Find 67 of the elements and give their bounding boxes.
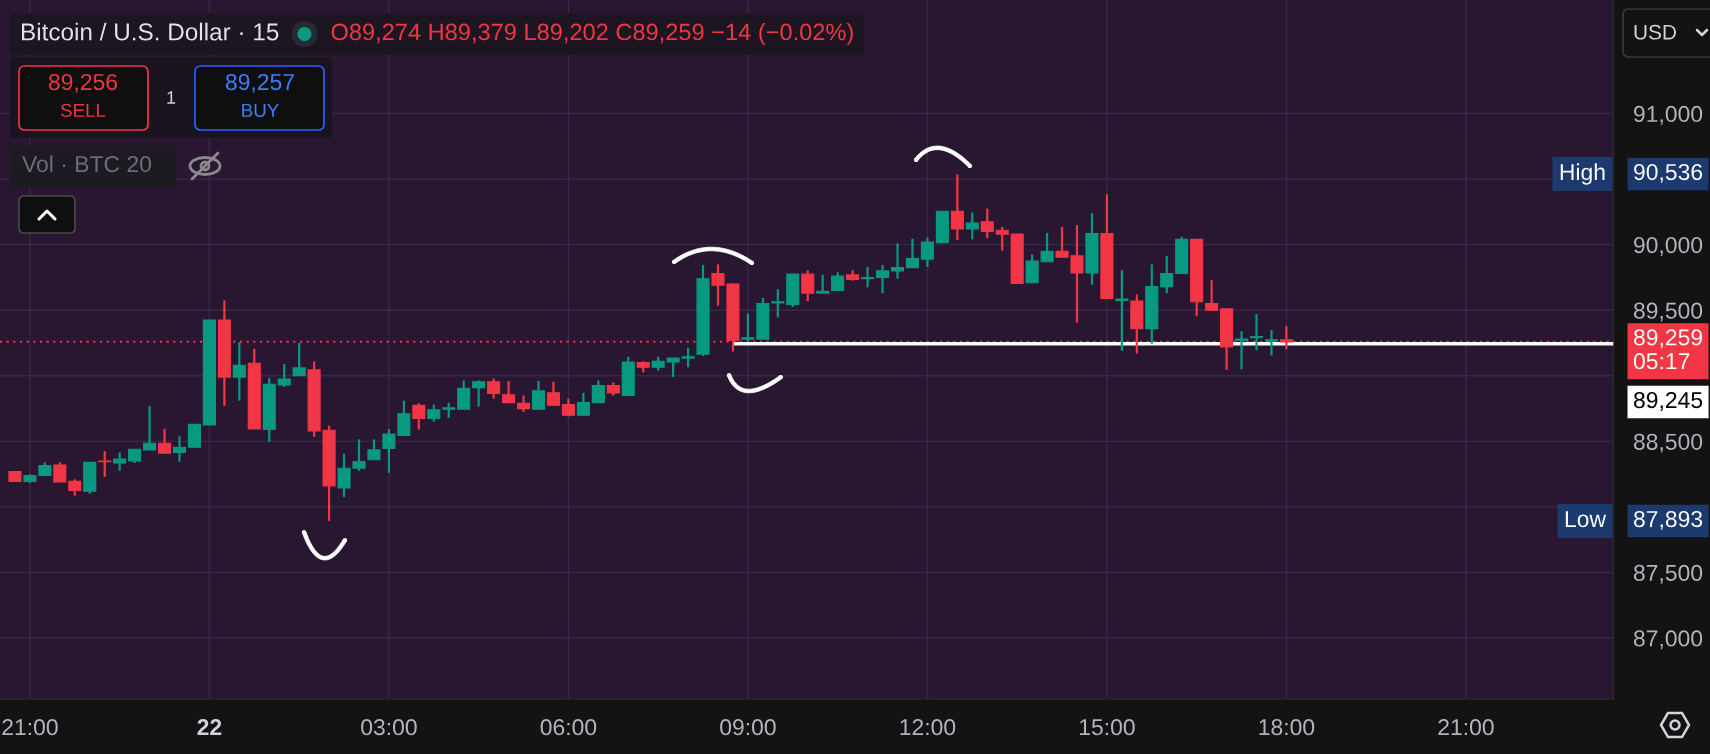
candlestick bbox=[1115, 269, 1129, 352]
text: USD bbox=[1634, 24, 1676, 40]
text: 90,536 bbox=[1634, 163, 1703, 183]
annotation: High bbox=[1560, 163, 1605, 185]
text: O89,274 H89,379 L89,202 C89,259 −14 (−0.02%) bbox=[331, 23, 853, 45]
y-tick-label: 89,500 bbox=[1633, 302, 1703, 322]
candlestick bbox=[157, 427, 172, 455]
data-label: 89,245 bbox=[1634, 391, 1703, 411]
candlestick bbox=[920, 236, 934, 269]
candlestick bbox=[292, 341, 306, 377]
candlestick bbox=[1160, 254, 1174, 295]
x-tick-label: 21:00 bbox=[1438, 719, 1494, 736]
candlestick bbox=[277, 362, 291, 389]
x-tick-label: 21:00 bbox=[2, 719, 58, 736]
candlestick bbox=[472, 379, 486, 408]
annotation: 89,256 bbox=[48, 73, 118, 93]
candlestick bbox=[487, 377, 501, 400]
candlestick bbox=[816, 273, 830, 295]
candlestick bbox=[980, 207, 994, 240]
y-tick-label: 91,000 bbox=[1634, 105, 1703, 125]
candlestick bbox=[576, 391, 590, 417]
candlestick bbox=[113, 451, 127, 472]
candlestick bbox=[875, 263, 890, 295]
candlestick bbox=[995, 225, 1009, 252]
x-tick-label: 15:00 bbox=[1079, 719, 1135, 736]
annotation: Low bbox=[1565, 511, 1607, 528]
candlestick bbox=[905, 237, 920, 269]
text: 87,893 bbox=[1634, 510, 1703, 530]
x-tick-label: 18:00 bbox=[1259, 719, 1315, 736]
y-tick-label: 87,500 bbox=[1633, 564, 1703, 584]
y-tick-label: 88,500 bbox=[1633, 433, 1703, 453]
candlestick bbox=[1264, 328, 1279, 357]
candlestick bbox=[801, 269, 815, 303]
candlestick bbox=[412, 402, 426, 431]
candlestick bbox=[890, 242, 905, 280]
candlestick bbox=[98, 450, 112, 478]
annotation: 1 bbox=[167, 91, 176, 104]
y-tick-label: 87,000 bbox=[1633, 630, 1703, 650]
candlestick bbox=[950, 173, 964, 242]
annotation: SELL bbox=[60, 103, 106, 118]
annotation: BUY bbox=[242, 103, 279, 118]
candlestick bbox=[53, 461, 67, 484]
candlestick bbox=[831, 271, 845, 292]
annotation: Vol · BTC 20 bbox=[22, 155, 152, 173]
candlestick bbox=[143, 404, 157, 451]
annotation: 89,257 bbox=[225, 73, 294, 93]
x-tick-label: 03:00 bbox=[361, 719, 417, 736]
candlestick bbox=[367, 438, 381, 461]
candlestick bbox=[172, 434, 187, 463]
text: Bitcoin / U.S. Dollar · 15 bbox=[21, 22, 279, 41]
candlestick bbox=[457, 379, 471, 411]
ref-line-label: 89,259 05:17 bbox=[1633, 329, 1703, 370]
candlestick bbox=[1205, 278, 1219, 312]
candlestick bbox=[516, 394, 531, 413]
candlestick bbox=[1234, 330, 1249, 371]
candlestick bbox=[965, 211, 979, 241]
x-tick-label: 09:00 bbox=[720, 719, 776, 736]
x-tick-label: 12:00 bbox=[900, 719, 956, 736]
x-tick-label: 22 bbox=[197, 719, 222, 736]
candlestick bbox=[531, 379, 546, 411]
candlestick bbox=[502, 379, 516, 404]
candlestick bbox=[591, 379, 605, 404]
candlestick bbox=[187, 423, 202, 449]
candlestick bbox=[546, 380, 561, 408]
candlestick bbox=[232, 341, 246, 402]
y-tick-label: 90,000 bbox=[1634, 236, 1703, 256]
x-tick-label: 06:00 bbox=[540, 719, 597, 736]
